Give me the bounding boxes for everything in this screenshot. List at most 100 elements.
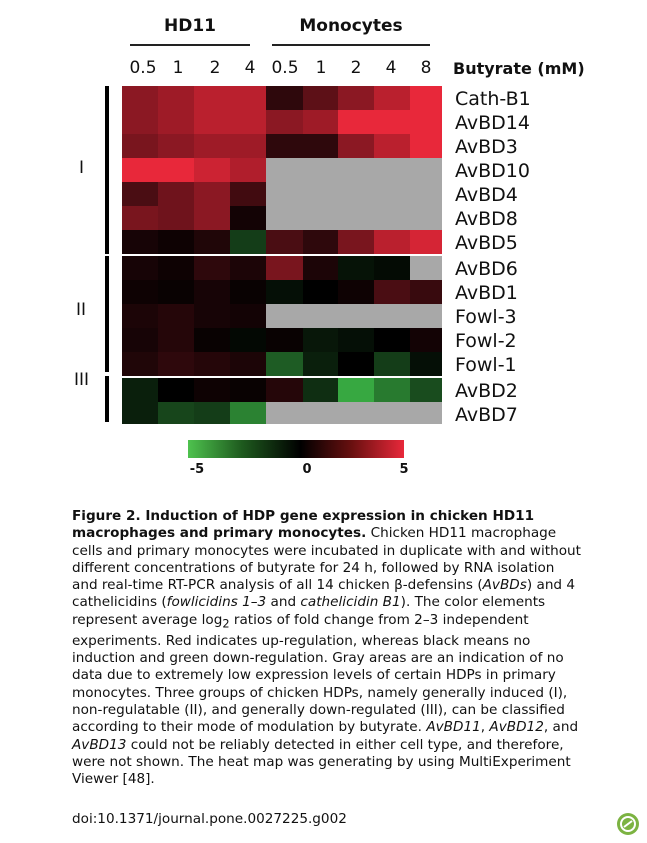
heatmap-cell: [410, 378, 442, 403]
plos-logo-icon: [617, 813, 639, 835]
heatmap-cell: [158, 352, 195, 377]
butyrate-unit-label: Butyrate (mM): [453, 59, 585, 78]
col-label: 2: [350, 58, 362, 78]
heatmap-cell: [266, 158, 304, 183]
col-label: 4: [385, 58, 397, 78]
row-label-avbd8: AvBD8: [455, 208, 518, 230]
heatmap-cell: [194, 378, 231, 403]
heatmap-cell: [303, 352, 339, 377]
monocytes-header: Monocytes: [299, 16, 403, 36]
heatmap-cell: [410, 352, 442, 377]
heatmap-cell: [158, 304, 195, 329]
heatmap-cell: [374, 280, 411, 305]
caption-italic: AvBD11: [426, 719, 481, 736]
heatmap-cell: [266, 230, 304, 255]
heatmap-cell: [410, 86, 442, 111]
heatmap-cell: [266, 280, 304, 305]
heatmap-cell: [374, 158, 411, 183]
heatmap-cell: [374, 304, 411, 329]
heatmap-cell: [338, 256, 375, 281]
heatmap-cell: [303, 182, 339, 207]
caption-subscript: 2: [222, 616, 230, 631]
monocytes-underline: [272, 44, 430, 46]
heatmap-cell: [266, 110, 304, 135]
heatmap-cell: [230, 328, 267, 353]
scale-min-label: -5: [189, 462, 205, 477]
heatmap-cell: [194, 352, 231, 377]
heatmap-cell: [303, 158, 339, 183]
row-label-avbd2: AvBD2: [455, 380, 518, 402]
heatmap-cell: [303, 206, 339, 231]
heatmap-cell: [338, 352, 375, 377]
heatmap-cell: [374, 230, 411, 255]
heatmap-cell: [266, 378, 304, 403]
heatmap-cell: [266, 352, 304, 377]
heatmap-cell: [338, 182, 375, 207]
heatmap-cell: [194, 158, 231, 183]
heatmap-cell: [122, 86, 159, 111]
caption-italic: AvBD13: [72, 736, 127, 753]
heatmap-cell: [303, 134, 339, 159]
heatmap-cell: [303, 110, 339, 135]
heatmap-cell: [158, 158, 195, 183]
heatmap-cell: [303, 402, 339, 424]
heatmap-cell: [158, 182, 195, 207]
heatmap-cell: [303, 280, 339, 305]
heatmap-cell: [374, 402, 411, 424]
caption-text: Chicken HD11 macrophage cells and primar…: [72, 525, 581, 594]
heatmap-cell: [374, 378, 411, 403]
caption-title: Figure 2. Induction of HDP gene expressi…: [72, 508, 535, 542]
heatmap-cell: [158, 110, 195, 135]
heatmap-cell: [194, 206, 231, 231]
heatmap-cell: [158, 86, 195, 111]
heatmap-cell: [338, 230, 375, 255]
heatmap-cell: [374, 110, 411, 135]
heatmap-cell: [158, 280, 195, 305]
heatmap-cell: [122, 110, 159, 135]
heatmap-cell: [158, 206, 195, 231]
heatmap-cell: [303, 328, 339, 353]
heatmap-cell: [230, 134, 267, 159]
heatmap-cell: [338, 158, 375, 183]
heatmap-cell: [122, 352, 159, 377]
heatmap-cell: [338, 304, 375, 329]
caption-italic: fowlicidins 1–3: [166, 594, 267, 611]
heatmap-cell: [194, 304, 231, 329]
heatmap-cell: [122, 402, 159, 424]
heatmap-cell: [266, 328, 304, 353]
col-label: 4: [244, 58, 256, 78]
heatmap-cell: [158, 256, 195, 281]
heatmap-cell: [374, 134, 411, 159]
heatmap-cell: [338, 206, 375, 231]
heatmap-cell: [230, 352, 267, 377]
heatmap-cell: [338, 280, 375, 305]
heatmap-cell: [122, 134, 159, 159]
heatmap-cell: [410, 158, 442, 183]
heatmap-cell: [122, 158, 159, 183]
heatmap-cell: [122, 378, 159, 403]
row-label-avbd14: AvBD14: [455, 112, 530, 134]
heatmap-cell: [230, 378, 267, 403]
heatmap-cell: [230, 304, 267, 329]
heatmap-cell: [230, 402, 267, 424]
row-label-avbd3: AvBD3: [455, 136, 518, 158]
heatmap-cell: [410, 402, 442, 424]
heatmap-cell: [410, 304, 442, 329]
row-label-fowl-3: Fowl-3: [455, 306, 517, 328]
heatmap-cell: [410, 280, 442, 305]
group-i-label: I: [79, 158, 85, 178]
hd11-header: HD11: [164, 16, 216, 36]
row-label-avbd1: AvBD1: [455, 282, 518, 304]
color-scale-bar: [188, 440, 404, 458]
heatmap-cell: [122, 230, 159, 255]
group-separator: [122, 254, 442, 256]
heatmap-cell: [338, 86, 375, 111]
heatmap-cell: [266, 134, 304, 159]
heatmap-cell: [230, 280, 267, 305]
caption-italic: AvBD12: [489, 719, 544, 736]
col-label: 0.5: [129, 58, 157, 78]
group-ii-label: II: [76, 300, 87, 320]
heatmap-cell: [122, 280, 159, 305]
col-label: 8: [420, 58, 432, 78]
heatmap-cell: [158, 402, 195, 424]
